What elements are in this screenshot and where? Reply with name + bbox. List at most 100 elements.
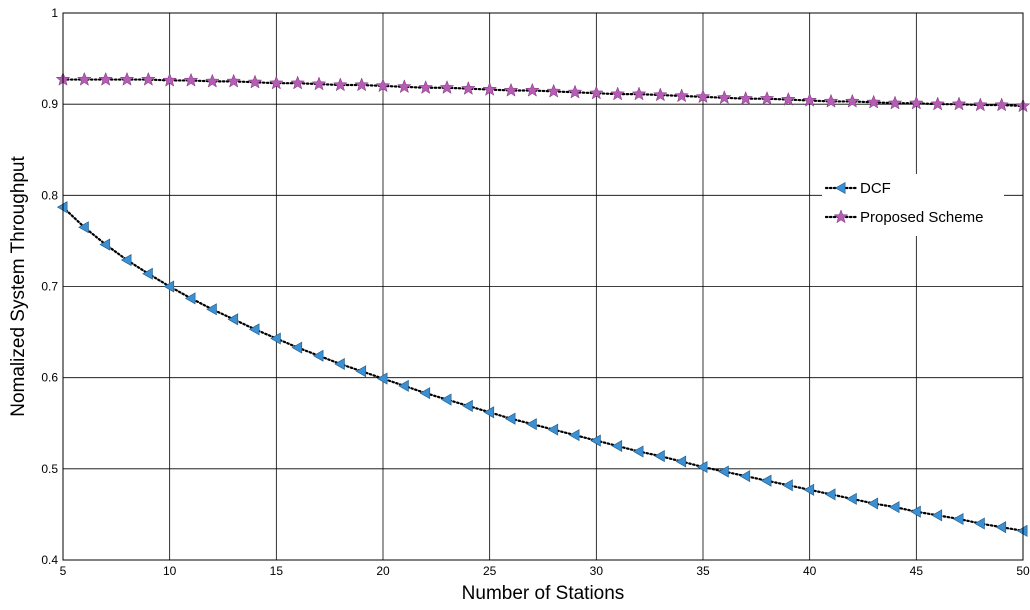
data-point (311, 76, 327, 91)
data-point (398, 379, 409, 392)
data-point (503, 82, 519, 97)
data-point (995, 521, 1007, 534)
data-point (354, 77, 369, 92)
data-point (99, 238, 111, 251)
data-point (718, 465, 729, 478)
data-point (312, 349, 324, 362)
data-point (142, 267, 153, 280)
data-point (98, 71, 113, 86)
data-point (910, 505, 921, 518)
data-point (888, 501, 900, 514)
x-tick-label: 25 (483, 564, 497, 578)
data-point (632, 445, 644, 458)
data-point (973, 97, 988, 112)
data-point (482, 81, 497, 96)
data-point (951, 96, 967, 111)
data-point (376, 372, 388, 385)
data-point (162, 72, 177, 87)
data-point (696, 460, 708, 474)
data-point (269, 75, 284, 90)
series-dcf (56, 201, 1028, 537)
legend-label: DCF (860, 180, 891, 197)
data-point (759, 90, 775, 105)
legend-item[interactable]: DCF (824, 180, 891, 197)
y-tick-label: 0.4 (41, 553, 58, 567)
data-point (610, 86, 625, 101)
data-point (887, 95, 903, 110)
data-point (163, 280, 175, 293)
y-tick-label: 0.8 (41, 188, 58, 202)
data-point (439, 80, 455, 94)
legend-item[interactable]: Proposed Scheme (824, 209, 983, 226)
x-tick-label: 5 (60, 564, 67, 578)
data-point (675, 455, 687, 468)
data-point (739, 470, 751, 483)
series-layer (55, 71, 1030, 537)
plot-area-frame (62, 12, 1024, 561)
data-point (717, 90, 732, 105)
data-point (526, 418, 537, 431)
data-point (654, 450, 665, 463)
data-point (845, 93, 860, 108)
data-point (803, 483, 815, 496)
x-tick-label: 10 (163, 564, 177, 578)
data-point (738, 90, 753, 105)
data-point (440, 393, 452, 406)
legend-star-marker (833, 209, 849, 224)
data-point (824, 488, 836, 501)
tick-labels: 5 10 15 20 25 30 35 40 45 50 0.4 0.5 0.6 0.7 0.8 0.9 1 (41, 6, 1030, 578)
data-point (184, 292, 196, 305)
data-point (866, 94, 881, 109)
data-point (119, 71, 135, 86)
series-line (61, 206, 1025, 532)
x-tick-label: 15 (270, 564, 284, 578)
data-point (994, 97, 1009, 112)
data-point (375, 78, 391, 93)
data-point (867, 497, 879, 510)
series-line (61, 78, 1025, 108)
data-point (909, 95, 924, 110)
data-point (483, 406, 495, 419)
data-point (418, 80, 433, 94)
data-point (653, 87, 668, 102)
data-point (397, 79, 412, 94)
x-axis-title: Number of Stations (462, 583, 625, 604)
data-point (227, 313, 239, 326)
data-point (141, 71, 156, 86)
data-point (290, 75, 305, 90)
legend-background (822, 174, 1004, 236)
data-point (1016, 524, 1028, 537)
data-point (291, 341, 303, 354)
x-tick-label: 50 (1016, 564, 1030, 578)
y-tick-label: 0.6 (41, 371, 58, 385)
x-tick-label: 35 (696, 564, 710, 578)
data-point (355, 365, 367, 378)
data-point (760, 474, 772, 487)
legend[interactable]: DCF Proposed Scheme (822, 174, 1004, 236)
data-point (802, 92, 817, 107)
data-point (77, 71, 92, 86)
x-tick-label: 45 (910, 564, 924, 578)
data-point (419, 387, 431, 400)
data-point (334, 357, 345, 371)
data-point (247, 74, 263, 89)
data-point (952, 512, 964, 525)
legend-triangle-marker (834, 181, 846, 195)
y-tick-label: 0.7 (41, 280, 58, 294)
data-point (120, 254, 132, 267)
grid-lines (63, 13, 1023, 560)
data-point (183, 72, 199, 87)
data-point (781, 91, 796, 106)
data-point (930, 96, 945, 111)
data-point (547, 423, 559, 436)
x-tick-label: 40 (803, 564, 817, 578)
data-point (333, 77, 348, 92)
x-tick-label: 30 (590, 564, 604, 578)
data-point (568, 429, 580, 442)
data-point (206, 303, 217, 316)
data-point (461, 80, 476, 95)
y-tick-label: 0.9 (41, 97, 58, 111)
data-point (462, 399, 473, 412)
